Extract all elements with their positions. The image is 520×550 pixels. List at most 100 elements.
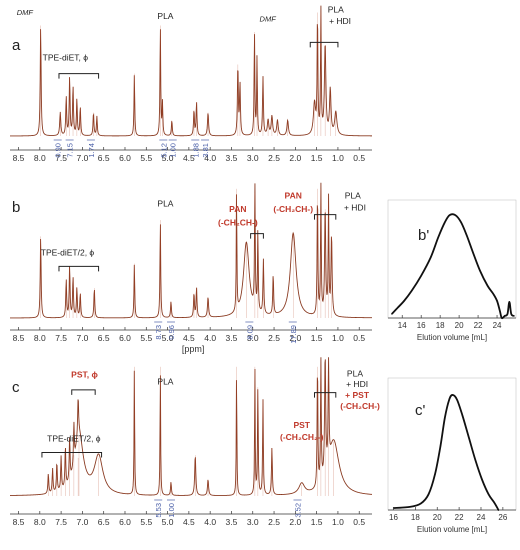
x-tick-label: 7.5 <box>55 517 67 527</box>
gpc-point <box>506 313 509 315</box>
integral-value: 1.74 <box>87 143 96 158</box>
gpc-point <box>427 493 430 496</box>
gpc-point <box>499 310 501 312</box>
integral-value: 5.53 <box>154 503 163 518</box>
peak-annotation: + PST <box>345 390 370 400</box>
peak-annotation: TPE-diET/2, ϕ <box>41 247 95 257</box>
x-tick-label: 5.0 <box>162 333 174 343</box>
gpc-point <box>513 315 515 317</box>
peak-annotation: + HDI <box>346 379 368 389</box>
gpc-point <box>488 493 490 496</box>
gpc-chromatogram-c-prime: 16 18 20 22 24 26 Elution volume [mL] c' <box>387 377 517 534</box>
peak-annotation: TPE-diET, ϕ <box>43 53 89 63</box>
gpc-point <box>508 301 510 303</box>
x-tick-label: 0.5 <box>353 153 365 163</box>
plot-frame <box>387 377 517 511</box>
spectrum-trace <box>10 182 372 319</box>
gpc-point <box>474 459 477 462</box>
peak-annotation: DMF <box>260 15 277 24</box>
peak-annotation: (-CH₂CH-) <box>273 204 313 214</box>
gpc-point <box>497 509 500 511</box>
peak-annotation: PST <box>293 420 310 430</box>
x-tick-label: 6.5 <box>98 517 110 527</box>
assignment-bracket <box>58 73 100 79</box>
x-axis-label: [ppm] <box>182 344 205 354</box>
gpc-point <box>437 236 439 238</box>
integral-value: 0.90 <box>54 143 63 158</box>
integral-value: 3.52 <box>293 503 302 518</box>
x-tick-label: 6.0 <box>119 333 131 343</box>
gpc-point <box>409 506 411 508</box>
gpc-point <box>479 270 481 272</box>
x-tick-label: 7.5 <box>55 153 67 163</box>
assignment-bracket <box>309 41 339 48</box>
gpc-point <box>439 445 442 447</box>
x-tick-label: 7.0 <box>76 333 88 343</box>
gpc-point <box>420 502 422 505</box>
peak-annotation: PLA <box>345 190 361 200</box>
peak-annotation: PLA <box>157 11 173 21</box>
peak-annotation: PLA <box>328 5 344 15</box>
x-tick-label: 8.0 <box>34 333 46 343</box>
x-tick-label: 5.5 <box>140 153 152 163</box>
gpc-point <box>444 221 446 223</box>
x-tick-label: 4.5 <box>183 517 195 527</box>
gpc-point <box>504 315 506 317</box>
gpc-point <box>460 221 462 223</box>
x-tick-label: 22 <box>474 321 483 330</box>
gpc-point <box>472 252 474 255</box>
x-tick-label: 7.5 <box>55 333 67 343</box>
gpc-curve <box>393 394 500 511</box>
x-tick-label: 1.0 <box>332 517 344 527</box>
peak-annotation: PLA <box>157 376 173 386</box>
panel-label: c' <box>415 402 426 419</box>
integral-value: 0.96 <box>167 325 176 340</box>
x-tick-label: 5.5 <box>140 333 152 343</box>
peak-annotation: PAN <box>285 190 302 200</box>
gpc-point <box>420 275 422 277</box>
x-tick-label: 24 <box>493 321 502 330</box>
x-tick-label: 6.5 <box>98 153 110 163</box>
peak-annotation: (-CH₂CH-) <box>218 218 258 228</box>
x-tick-label: 6.5 <box>98 333 110 343</box>
x-tick-label: 4.0 <box>204 153 216 163</box>
peak-annotation: + HDI <box>329 16 351 26</box>
peak-annotation: DMF <box>17 8 34 17</box>
x-tick-label: 2.5 <box>268 153 280 163</box>
x-tick-label: 18 <box>436 321 445 330</box>
gpc-chromatogram-b-prime: 14 16 18 20 22 24 Elution volume [mL] b' <box>387 199 517 342</box>
assignment-bracket <box>58 265 100 272</box>
assignment-bracket <box>41 451 103 458</box>
peak-annotation: TPE-diET/2, ϕ <box>47 434 101 444</box>
x-tick-label: 5.0 <box>162 153 174 163</box>
x-tick-label: 3.0 <box>247 333 259 343</box>
spectrum-trace <box>10 5 373 137</box>
x-tick-label: 26 <box>498 513 507 522</box>
integral-value: 3.81 <box>201 143 210 158</box>
gpc-point <box>510 313 512 315</box>
x-tick-label: 8.5 <box>13 333 25 343</box>
nmr-spectrum-c: 8.5 8.0 7.5 7.0 6.5 6.0 5.5 5.0 4.5 4.0 3.5 3.0 2.5 2… <box>9 357 380 527</box>
x-tick-label: 20 <box>433 513 442 522</box>
gpc-point <box>501 317 503 319</box>
gpc-point <box>461 414 463 416</box>
gpc-point <box>481 479 483 481</box>
integral-value: 8.09 <box>245 325 254 340</box>
x-tick-label: 7.0 <box>76 153 88 163</box>
x-tick-label: 3.0 <box>247 517 259 527</box>
gpc-point <box>466 234 468 236</box>
gpc-curve <box>391 213 515 320</box>
x-tick-label: 7.0 <box>76 517 88 527</box>
assignment-bracket <box>250 233 264 239</box>
integral-value: 1.00 <box>167 503 176 518</box>
gpc-point <box>451 394 454 396</box>
gpc-point <box>434 473 436 475</box>
x-tick-label: 4.5 <box>183 153 195 163</box>
x-tick-label: 2.0 <box>289 153 301 163</box>
gpc-point <box>448 398 450 401</box>
x-tick-label: 3.0 <box>247 153 259 163</box>
gpc-point <box>456 398 458 401</box>
integral-value: 17.89 <box>289 325 298 344</box>
x-tick-label: 6.0 <box>119 153 131 163</box>
